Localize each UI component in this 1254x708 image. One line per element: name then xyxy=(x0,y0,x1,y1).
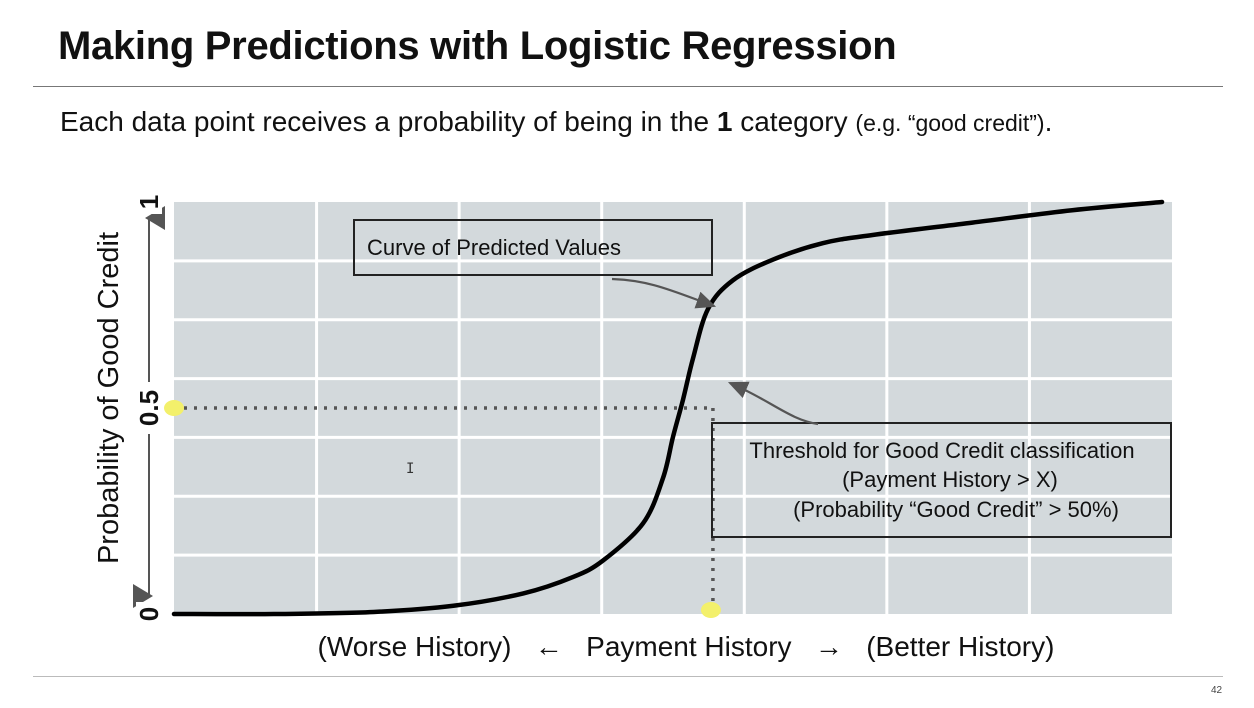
subtitle-example: (e.g. “good credit”) xyxy=(855,110,1045,136)
y-tick-label-background xyxy=(136,190,162,214)
threshold-annotation-line-1: Threshold for Good Credit classification xyxy=(749,438,1134,463)
subtitle-bold-value: 1 xyxy=(716,106,733,137)
threshold-annotation-line-3: (Probability “Good Credit” > 50%) xyxy=(793,497,1119,522)
curve-annotation-box xyxy=(353,219,713,276)
predicted-values-curve xyxy=(171,199,1165,617)
title-divider xyxy=(33,86,1223,87)
y-tick-label-background xyxy=(136,382,162,434)
text-cursor-icon: I xyxy=(406,461,415,477)
y-tick-label-background xyxy=(136,602,162,626)
y-tick-label: 0 xyxy=(134,607,164,621)
plot-area xyxy=(174,202,1172,614)
y-tick-label: 1 xyxy=(134,195,164,209)
threshold-x-marker xyxy=(700,602,721,618)
slide-subtitle: Each data point receives a probability o… xyxy=(60,106,1052,138)
y-tick-labels: 00.51 xyxy=(134,190,164,626)
subtitle-period: . xyxy=(1044,106,1053,137)
y-tick-label: 0.5 xyxy=(134,390,164,426)
slide-title: Making Predictions with Logistic Regress… xyxy=(58,24,897,68)
threshold-annotation-line-2: (Payment History > X) xyxy=(842,467,1058,492)
curve-annotation-label: Curve of Predicted Values xyxy=(367,235,621,260)
threshold-annotation-box xyxy=(711,422,1172,538)
footer-divider xyxy=(33,676,1223,677)
threshold-y-marker xyxy=(164,400,184,416)
x-axis-label: (Worse History) ← Payment History → (Bet… xyxy=(318,631,1055,662)
page-number: 42 xyxy=(1211,685,1223,696)
subtitle-text-mid: category xyxy=(732,106,856,137)
subtitle-text: Each data point receives a probability o… xyxy=(60,106,717,137)
threshold-annotation-arrow xyxy=(727,381,819,426)
y-axis-label: Probability of Good Credit xyxy=(93,232,125,564)
curve-annotation-arrow xyxy=(611,277,717,309)
